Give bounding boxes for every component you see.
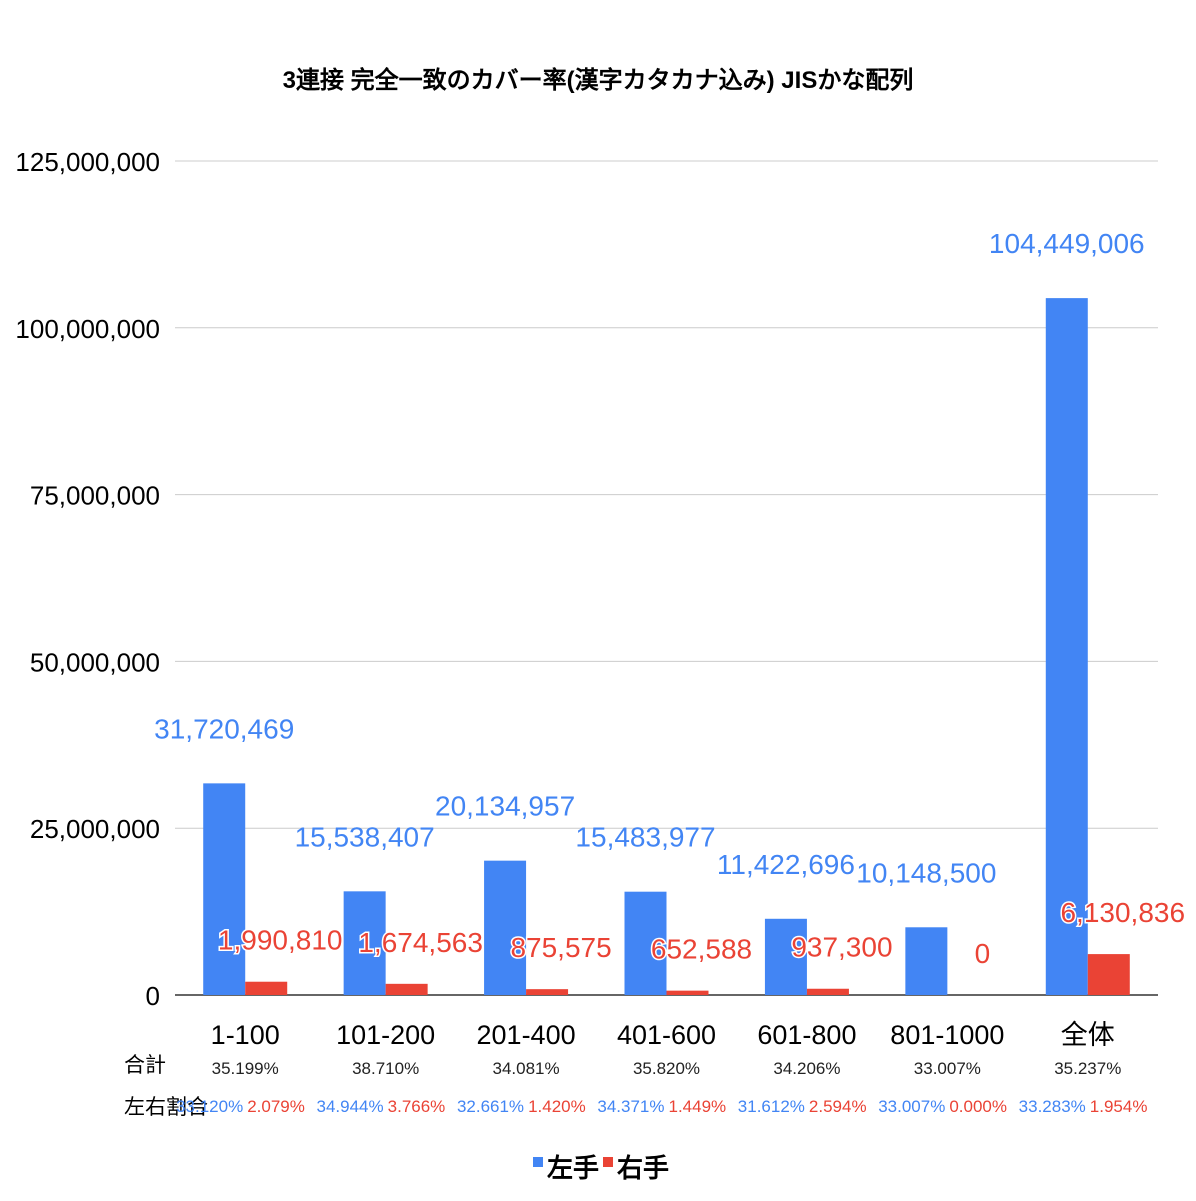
bar-right-hand <box>1087 954 1130 995</box>
bar-right-hand <box>245 981 288 995</box>
y-tick-label: 125,000,000 <box>15 147 160 177</box>
bar-left-hand <box>484 860 527 995</box>
x-tick-label: 401-600 <box>617 1020 716 1050</box>
data-labels: 31,720,469 1,990,810 15,538,407 1,674,563 20… <box>154 228 1186 970</box>
total-percentage: 33.007% <box>914 1059 981 1078</box>
data-label-left-hand: 104,449,006 <box>989 228 1145 259</box>
data-label-right-hand: 0 <box>975 938 991 969</box>
data-label-right-hand: 1,990,810 <box>218 925 343 956</box>
y-axis-tick-labels: 0 25,000,000 50,000,000 75,000,000 100,000,0… <box>15 147 160 1011</box>
x-tick-label: 201-400 <box>477 1020 576 1050</box>
y-tick-label: 50,000,000 <box>30 647 160 677</box>
left-hand-ratio: 34.371% <box>597 1097 664 1116</box>
left-hand-ratio: 31.612% <box>738 1097 805 1116</box>
bar-right-hand <box>806 988 849 995</box>
data-label-right-hand: 875,575 <box>510 932 611 963</box>
right-hand-ratio: 3.766% <box>388 1097 446 1116</box>
bar-right-hand <box>526 989 569 995</box>
bar-left-hand <box>343 891 386 995</box>
legend-swatch-left-hand <box>533 1157 543 1167</box>
bar-right-hand <box>666 990 709 995</box>
data-label-right-hand: 937,300 <box>791 932 892 963</box>
y-tick-label: 75,000,000 <box>30 481 160 511</box>
bar-left-hand <box>764 918 807 995</box>
legend-label-right-hand: 右手 <box>617 1153 669 1183</box>
y-tick-label: 0 <box>146 981 160 1011</box>
annotation-rows: 合計 左右割合 35.199% 33.120% 2.079% 38.710% 34.94… <box>124 1054 1147 1119</box>
left-hand-ratio: 34.944% <box>317 1097 384 1116</box>
bar-left-hand <box>203 783 246 995</box>
data-label-left-hand: 15,483,977 <box>575 822 715 853</box>
bar-right-hand <box>385 983 428 995</box>
legend-swatch-right-hand <box>603 1157 613 1167</box>
data-label-left-hand: 10,148,500 <box>856 857 996 888</box>
legend: 左手 右手 <box>533 1153 669 1183</box>
x-tick-label: 1-100 <box>211 1020 280 1050</box>
right-hand-ratio: 1.954% <box>1090 1097 1148 1116</box>
ratio-row-label: 左右割合 <box>124 1096 208 1119</box>
left-hand-ratio: 33.120% <box>176 1097 243 1116</box>
right-hand-ratio: 2.079% <box>247 1097 305 1116</box>
legend-label-left-hand: 左手 <box>547 1153 599 1183</box>
data-label-left-hand: 11,422,696 <box>717 849 855 880</box>
bars <box>203 298 1130 996</box>
data-label-left-hand: 15,538,407 <box>295 821 435 852</box>
right-hand-ratio: 1.420% <box>528 1097 586 1116</box>
left-hand-ratio: 33.007% <box>878 1097 945 1116</box>
data-label-left-hand: 20,134,957 <box>435 791 575 822</box>
data-label-right-hand: 6,130,836 <box>1060 897 1185 928</box>
chart-title: 3連接 完全一致のカバー率(漢字カタカナ込み) JISかな配列 <box>283 66 914 94</box>
bar-left-hand <box>1045 298 1088 996</box>
total-percentage: 35.820% <box>633 1059 700 1078</box>
right-hand-ratio: 0.000% <box>949 1097 1007 1116</box>
left-hand-ratio: 32.661% <box>457 1097 524 1116</box>
data-label-left-hand: 31,720,469 <box>154 713 294 744</box>
x-tick-label: 601-800 <box>757 1020 856 1050</box>
x-axis-tick-labels: 1-100 101-200 201-400 401-600 601-800 801-100… <box>211 1020 1115 1050</box>
x-tick-label: 101-200 <box>336 1020 435 1050</box>
data-label-right-hand: 1,674,563 <box>358 927 483 958</box>
right-hand-ratio: 1.449% <box>669 1097 727 1116</box>
y-tick-label: 100,000,000 <box>15 314 160 344</box>
bar-left-hand <box>624 891 667 995</box>
gridlines <box>175 160 1158 996</box>
x-tick-label: 801-1000 <box>890 1020 1004 1050</box>
total-percentage: 34.081% <box>493 1059 560 1078</box>
data-label-right-hand: 652,588 <box>651 934 752 965</box>
total-row-label: 合計 <box>124 1054 166 1077</box>
total-percentage: 38.710% <box>352 1059 419 1078</box>
x-tick-label: 全体 <box>1061 1020 1115 1050</box>
left-hand-ratio: 33.283% <box>1019 1097 1086 1116</box>
total-percentage: 35.237% <box>1054 1059 1121 1078</box>
bar-left-hand <box>905 927 948 995</box>
total-percentage: 34.206% <box>773 1059 840 1078</box>
right-hand-ratio: 2.594% <box>809 1097 867 1116</box>
y-tick-label: 25,000,000 <box>30 814 160 844</box>
total-percentage: 35.199% <box>212 1059 279 1078</box>
